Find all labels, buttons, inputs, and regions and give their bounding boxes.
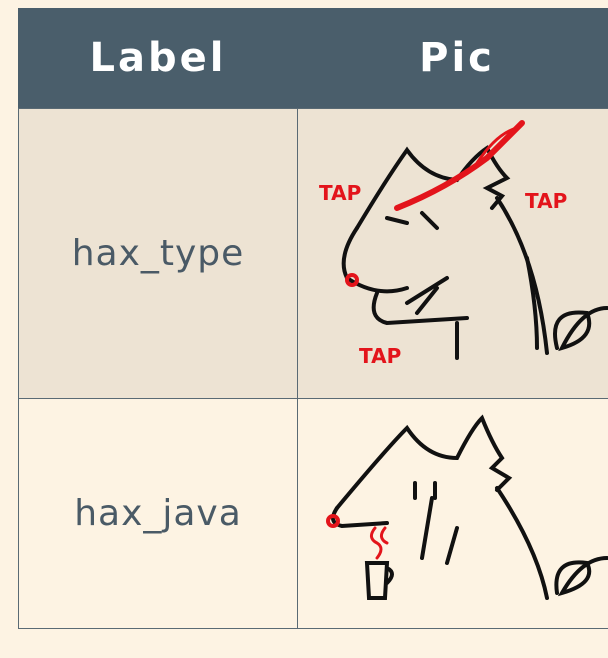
sfx-text: TAP: [525, 189, 567, 213]
label-cell: hax_java: [18, 398, 298, 629]
label-cell: hax_type: [18, 108, 298, 399]
header-cell: Pic: [297, 8, 608, 108]
sfx-text: TAP: [359, 344, 401, 368]
pic-cell: [297, 398, 608, 629]
sfx-text: TAP: [319, 181, 361, 205]
header-cell: Label: [18, 8, 298, 108]
pic-cell: [297, 108, 608, 399]
fox-typing: TAP TAP TAP: [319, 120, 608, 368]
fox-coffee: [326, 414, 608, 600]
